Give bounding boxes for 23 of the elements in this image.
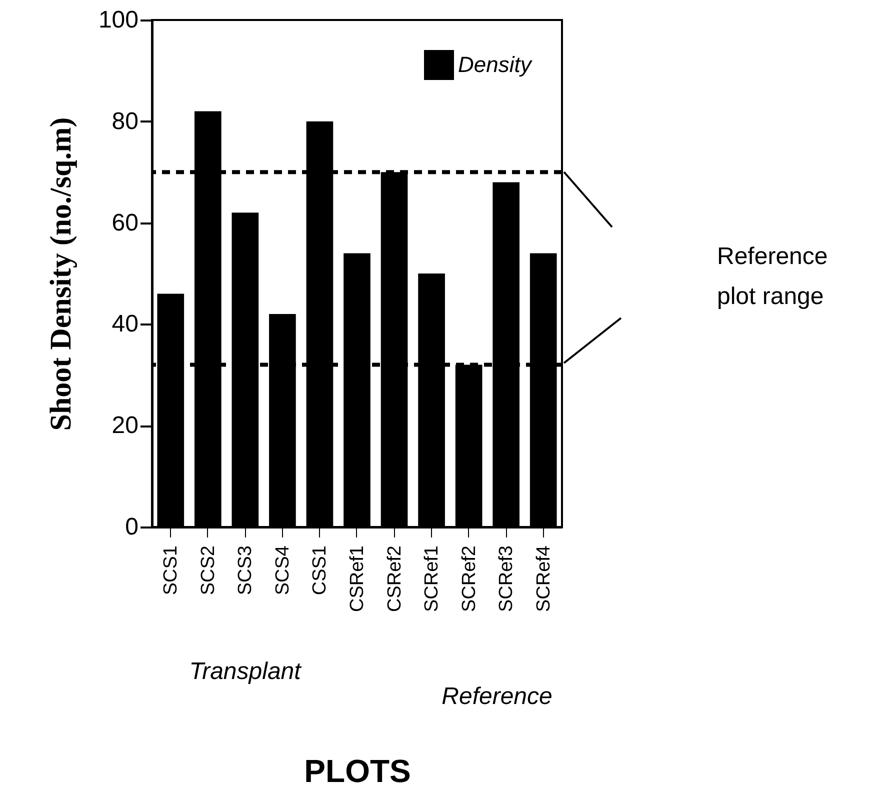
y-tick-label: 20 <box>112 412 138 440</box>
text: Reference <box>442 683 552 710</box>
x-tick-label: SCRef2 <box>458 546 480 612</box>
text: Reference plot range <box>717 243 828 310</box>
x-tick-label: SCS4 <box>272 545 294 596</box>
x-tick-label: SCS2 <box>198 546 219 596</box>
y-tick-label: 60 <box>112 209 138 236</box>
x-tick-label: SCRef4 <box>533 545 554 612</box>
y-tick-label: 100 <box>98 6 138 34</box>
y-tick-label: 40 <box>112 310 138 338</box>
x-tick-label: CSRef2 <box>384 546 406 612</box>
x-axis-title: PLOTS <box>304 753 411 790</box>
x-tick-label: SCS3 <box>235 546 256 596</box>
y-tick-label: 80 <box>112 108 138 135</box>
x-tick-label: SCS1 <box>160 546 182 596</box>
x-tick-label: CSRef1 <box>347 546 368 612</box>
x-tick-label: SCRef1 <box>422 546 443 612</box>
y-axis-title: Shoot Density (no./sq.m) <box>44 117 78 431</box>
legend-label: Density <box>458 52 534 77</box>
x-tick-label: CSS1 <box>310 546 331 596</box>
x-tick-label: SCRef3 <box>496 546 518 612</box>
y-tick-label: 0 <box>125 514 138 540</box>
text: Transplant <box>189 658 302 685</box>
